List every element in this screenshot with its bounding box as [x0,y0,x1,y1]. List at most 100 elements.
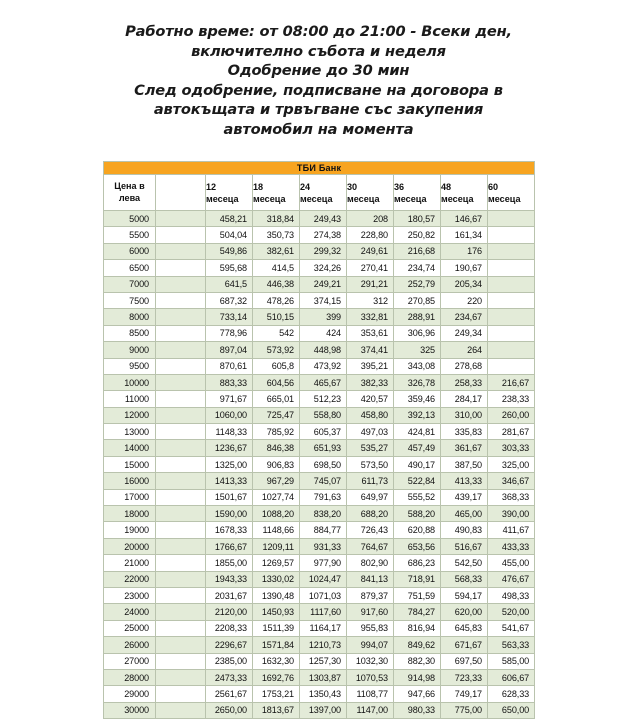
cell-payment-60m: 281,67 [486,423,536,441]
cell-payment-12m: 2650,00 [205,701,253,719]
cell-price: 25000 [103,619,156,638]
cell-payment-60m [486,226,536,244]
cell-payment-48m: 190,67 [440,259,488,277]
table-row: 23000 2031,67 1390,48 1071,03 879,37 751,59 59… [103,586,536,605]
cell-payment-36m: 784,27 [393,603,441,621]
cell-payment-48m: 413,33 [440,472,488,490]
cell-payment-24m: 1117,60 [299,603,347,621]
cell-payment-12m: 2120,00 [205,603,253,621]
cell-payment-36m: 686,23 [393,554,441,572]
cell-payment-48m: 671,67 [440,636,488,654]
cell-payment-24m: 791,63 [299,488,347,507]
header-price: Цена в лева [103,174,156,211]
promo-line-3: Одобрение до 30 мин [227,62,410,79]
cell-payment-30m: 573,50 [346,455,394,474]
cell-payment-18m: 665,01 [252,390,300,408]
cell-payment-30m: 312 [346,291,394,310]
table-row: 6000 549,86 382,61 299,32 249,61 216,68 176 [103,242,536,261]
cell-payment-24m: 1071,03 [299,586,347,605]
table-row: 15000 1325,00 906,83 698,50 573,50 490,17 387,… [103,455,536,474]
cell-price: 21000 [103,554,156,572]
cell-payment-48m: 465,00 [440,505,488,523]
cell-payment-12m: 595,68 [205,259,253,277]
cell-payment-30m: 955,83 [346,619,394,638]
cell-payment-12m: 1236,67 [205,439,253,457]
cell-payment-24m: 745,07 [299,472,347,490]
cell-price: 30000 [103,701,156,719]
table-row: 28000 2473,33 1692,76 1303,87 1070,53 914,98 7… [103,668,536,687]
cell-price: 6000 [103,242,156,261]
cell-payment-24m: 1257,30 [299,652,347,670]
cell-payment-48m: 278,68 [440,357,488,375]
cell-payment-18m: 1027,74 [252,488,300,507]
cell-payment-24m: 838,20 [299,505,347,523]
cell-payment-24m: 651,93 [299,439,347,457]
cell-payment-48m: 542,50 [440,554,488,572]
cell-payment-48m: 220 [440,291,488,310]
cell-payment-12m: 1325,00 [205,455,253,474]
cell-payment-18m: 605,8 [252,357,300,375]
cell-payment-12m: 687,32 [205,291,253,310]
cell-price: 5000 [103,209,156,228]
cell-payment-24m: 1350,43 [299,685,347,703]
cell-payment-48m: 161,34 [440,226,488,244]
cell-blank [155,603,206,621]
cell-payment-60m: 541,67 [486,619,536,638]
cell-blank [155,406,206,425]
cell-blank [155,701,206,719]
cell-payment-12m: 2296,67 [205,636,253,654]
cell-payment-36m: 947,66 [393,685,441,703]
cell-payment-30m: 649,97 [346,488,394,507]
cell-payment-12m: 897,04 [205,341,253,359]
cell-blank [155,505,206,523]
table-row: 21000 1855,00 1269,57 977,90 802,90 686,23 542… [103,554,536,572]
cell-price: 5500 [103,226,156,244]
term-unit: месеца [394,193,427,204]
table-row: 5000 458,21 318,84 249,43 208 180,57 146,67 [103,209,536,228]
cell-payment-30m: 208 [346,209,394,228]
term-unit: месеца [441,193,474,204]
cell-payment-36m: 252,79 [393,275,441,293]
table-row: 10000 883,33 604,56 465,67 382,33 326,78 258,3… [103,373,536,392]
cell-payment-36m: 343,08 [393,357,441,375]
cell-blank [155,619,206,638]
cell-blank [155,554,206,572]
term-unit: месеца [300,193,333,204]
cell-payment-12m: 1766,67 [205,537,253,556]
cell-price: 24000 [103,603,156,621]
cell-payment-36m: 490,17 [393,455,441,474]
cell-payment-30m: 497,03 [346,423,394,441]
cell-blank [155,488,206,507]
cell-payment-18m: 1511,39 [252,619,300,638]
cell-payment-12m: 641,5 [205,275,253,293]
header-term-30-months: 30 месеца [346,174,394,211]
table-row: 17000 1501,67 1027,74 791,63 649,97 555,52 439… [103,488,536,507]
cell-payment-36m: 306,96 [393,324,441,343]
cell-price: 20000 [103,537,156,556]
cell-blank [155,586,206,605]
table-row: 12000 1060,00 725,47 558,80 458,80 392,13 310,… [103,406,536,425]
cell-payment-24m: 698,50 [299,455,347,474]
cell-payment-18m: 573,92 [252,341,300,359]
cell-payment-48m: 568,33 [440,570,488,588]
table-row: 22000 1943,33 1330,02 1024,47 841,13 718,91 56… [103,570,536,588]
table-row: 7000 641,5 446,38 249,21 291,21 252,79 205,34 [103,275,536,293]
cell-payment-36m: 751,59 [393,586,441,605]
cell-payment-12m: 1060,00 [205,406,253,425]
cell-payment-48m: 335,83 [440,423,488,441]
cell-payment-60m [486,275,536,293]
cell-payment-60m: 628,33 [486,685,536,703]
cell-payment-60m [486,259,536,277]
cell-payment-30m: 382,33 [346,373,394,392]
cell-payment-36m: 653,56 [393,537,441,556]
cell-payment-60m [486,308,536,326]
cell-payment-18m: 1692,76 [252,668,300,687]
cell-payment-48m: 249,34 [440,324,488,343]
cell-payment-60m: 455,00 [486,554,536,572]
cell-payment-12m: 458,21 [205,209,253,228]
cell-payment-60m: 216,67 [486,373,536,392]
term-unit: месеца [347,193,380,204]
column-header-row: Цена в лева 12 месеца 18 месеца 24 месеца 30 мес… [103,174,536,211]
cell-blank [155,242,206,261]
cell-price: 10000 [103,373,156,392]
